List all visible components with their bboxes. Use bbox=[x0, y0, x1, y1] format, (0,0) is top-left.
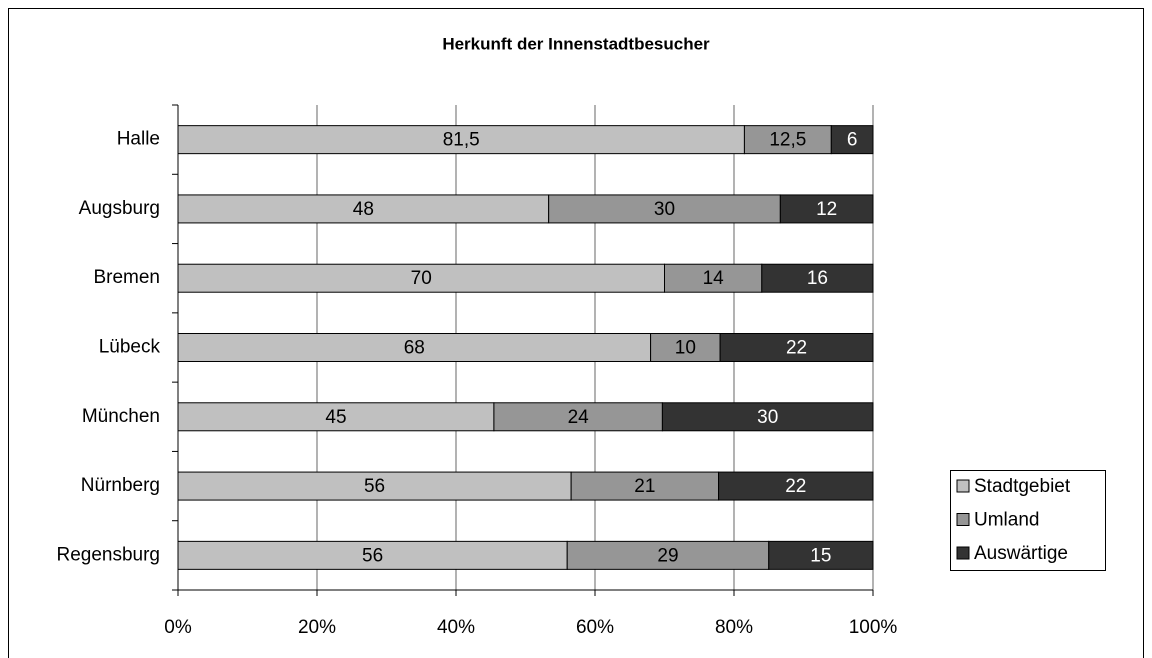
legend-swatch bbox=[956, 513, 970, 526]
data-label: 22 bbox=[785, 476, 806, 497]
bar-segment bbox=[548, 194, 781, 224]
legend-swatch bbox=[956, 479, 970, 493]
bar-segment bbox=[661, 402, 874, 432]
x-tick-label: 60% bbox=[576, 617, 614, 638]
data-label: 15 bbox=[810, 545, 831, 566]
y-tick-label: München bbox=[82, 406, 160, 427]
bar-segment bbox=[761, 263, 874, 293]
legend-swatch bbox=[956, 546, 970, 560]
bar-segment bbox=[830, 125, 874, 155]
y-tick-label: Augsburg bbox=[79, 198, 160, 219]
y-tick-label: Bremen bbox=[93, 267, 160, 288]
y-tick-label: Regensburg bbox=[56, 544, 160, 565]
x-tick-label: 40% bbox=[437, 617, 475, 638]
data-label: 12 bbox=[816, 199, 837, 220]
data-label: 30 bbox=[757, 407, 778, 428]
data-label: 14 bbox=[703, 268, 725, 289]
bar-segment bbox=[177, 402, 495, 432]
y-tick-label: Halle bbox=[117, 129, 160, 150]
bar-segment bbox=[177, 333, 652, 362]
data-label: 56 bbox=[362, 545, 383, 566]
y-tick-label: Nürnberg bbox=[81, 475, 160, 496]
bar-segment bbox=[650, 333, 721, 362]
x-tick-label: 20% bbox=[298, 617, 336, 638]
data-label: 70 bbox=[411, 268, 432, 289]
bar-segment bbox=[743, 125, 832, 155]
data-label: 48 bbox=[353, 199, 374, 220]
bar-segment bbox=[177, 471, 572, 501]
legend-label: Stadtgebiet bbox=[974, 476, 1071, 497]
bar-segment bbox=[177, 125, 745, 155]
data-label: 6 bbox=[847, 130, 858, 151]
data-label: 68 bbox=[404, 338, 425, 359]
bar-segment bbox=[177, 263, 665, 293]
legend-label: Auswärtige bbox=[974, 543, 1068, 564]
bar-segment bbox=[719, 333, 874, 362]
data-label: 81,5 bbox=[443, 130, 480, 151]
data-label: 45 bbox=[325, 407, 346, 428]
data-label: 12,5 bbox=[769, 130, 806, 151]
data-label: 21 bbox=[634, 476, 655, 497]
bar-segment bbox=[493, 402, 663, 432]
bar-segment bbox=[570, 471, 720, 501]
data-label: 30 bbox=[654, 199, 675, 220]
bar-segment bbox=[566, 540, 770, 570]
bar-segment bbox=[768, 540, 874, 570]
data-label: 29 bbox=[657, 545, 678, 566]
bar-segment bbox=[779, 194, 874, 224]
x-tick-label: 100% bbox=[849, 617, 898, 638]
legend-box bbox=[950, 470, 1106, 571]
data-label: 24 bbox=[568, 407, 590, 428]
data-label: 22 bbox=[786, 338, 807, 359]
y-tick-label: Lübeck bbox=[99, 337, 161, 358]
bar-segment bbox=[718, 471, 874, 501]
data-label: 16 bbox=[807, 268, 828, 289]
x-tick-label: 0% bbox=[164, 617, 192, 638]
x-tick-label: 80% bbox=[715, 617, 753, 638]
legend-label: Umland bbox=[974, 510, 1039, 531]
data-label: 10 bbox=[675, 338, 696, 359]
chart-title: Herkunft der Innenstadtbesucher bbox=[442, 34, 710, 53]
data-label: 56 bbox=[364, 476, 385, 497]
